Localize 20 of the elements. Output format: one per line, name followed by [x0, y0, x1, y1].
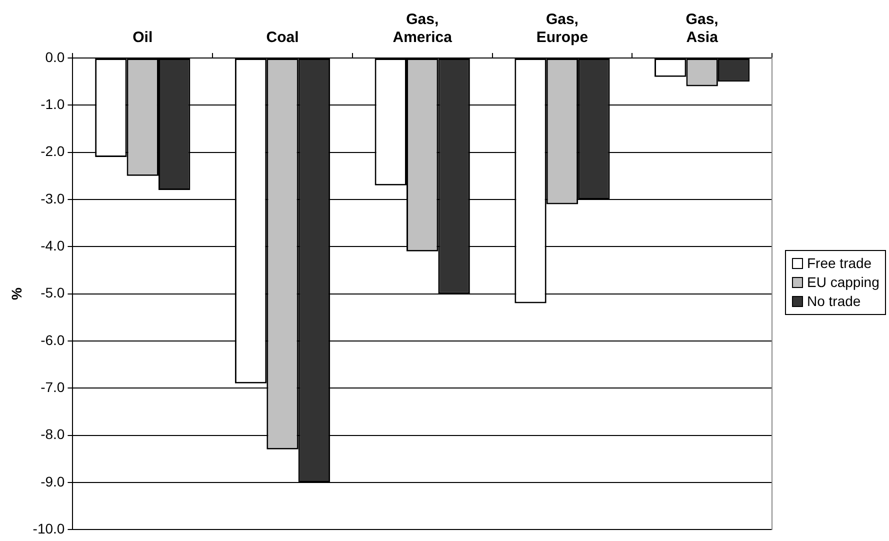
x-tick-label: Gas, Europe	[536, 11, 588, 46]
y-tick-label: 0.0	[45, 48, 65, 65]
y-tick-label: -6.0	[40, 332, 65, 348]
legend-label: No trade	[807, 292, 861, 311]
y-tick-label: -5.0	[40, 284, 65, 301]
y-tick-label: -9.0	[40, 473, 65, 490]
x-tick-label: Coal	[266, 29, 299, 46]
legend-label: Free trade	[807, 254, 872, 273]
x-tick-label: Gas, America	[392, 11, 453, 46]
y-tick-label: -8.0	[40, 426, 65, 442]
x-tick-label: Gas, Asia	[686, 11, 719, 46]
y-tick-label: -7.0	[40, 378, 65, 395]
y-tick-label: -3.0	[40, 190, 65, 206]
y-tick-label: -2.0	[40, 143, 65, 160]
y-axis-title: %	[8, 287, 24, 300]
legend-label: EU capping	[807, 273, 880, 292]
y-tick-label: -10.0	[32, 520, 65, 536]
x-tick-label: Oil	[132, 29, 153, 46]
y-tick-label: -4.0	[40, 238, 65, 254]
y-tick-label: -1.0	[40, 96, 65, 112]
